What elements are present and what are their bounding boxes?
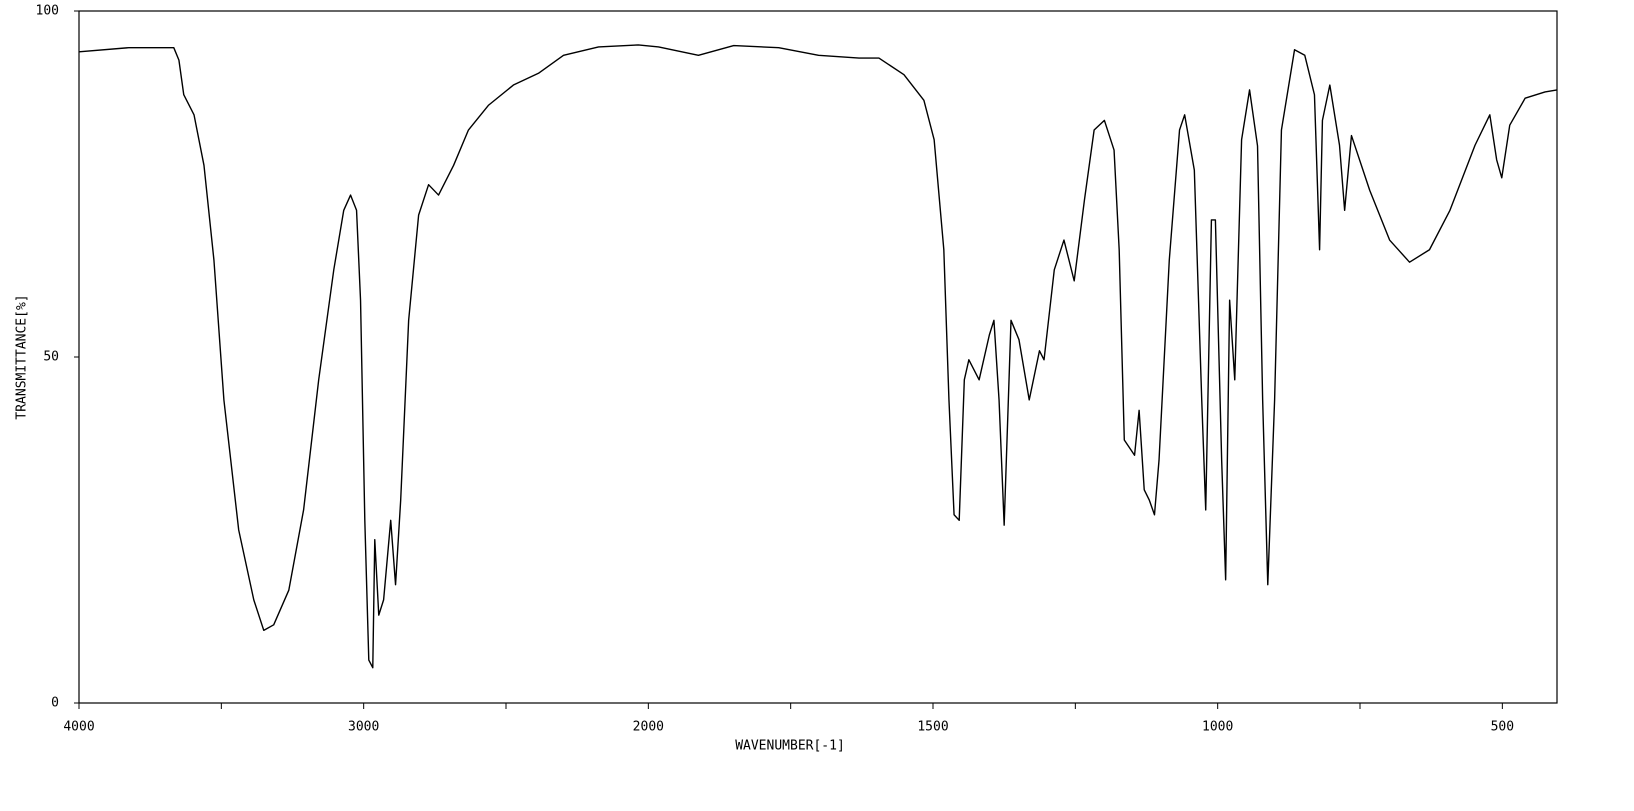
- x-axis-label: WAVENUMBER[-1]: [735, 739, 845, 754]
- x-tick-label: 1500: [917, 720, 948, 735]
- y-axis-label: TRANSMITTANCE[%]: [15, 294, 30, 419]
- x-tick-label: 500: [1491, 720, 1514, 735]
- y-tick-label: 100: [36, 4, 59, 19]
- x-tick-label: 4000: [63, 720, 94, 735]
- y-tick-label: 0: [51, 696, 59, 711]
- y-tick-label: 50: [43, 350, 59, 365]
- spectrum-line: [78, 44, 1558, 669]
- x-tick-label: 3000: [348, 720, 379, 735]
- x-tick-label: 2000: [633, 720, 664, 735]
- x-tick-label: 1000: [1202, 720, 1233, 735]
